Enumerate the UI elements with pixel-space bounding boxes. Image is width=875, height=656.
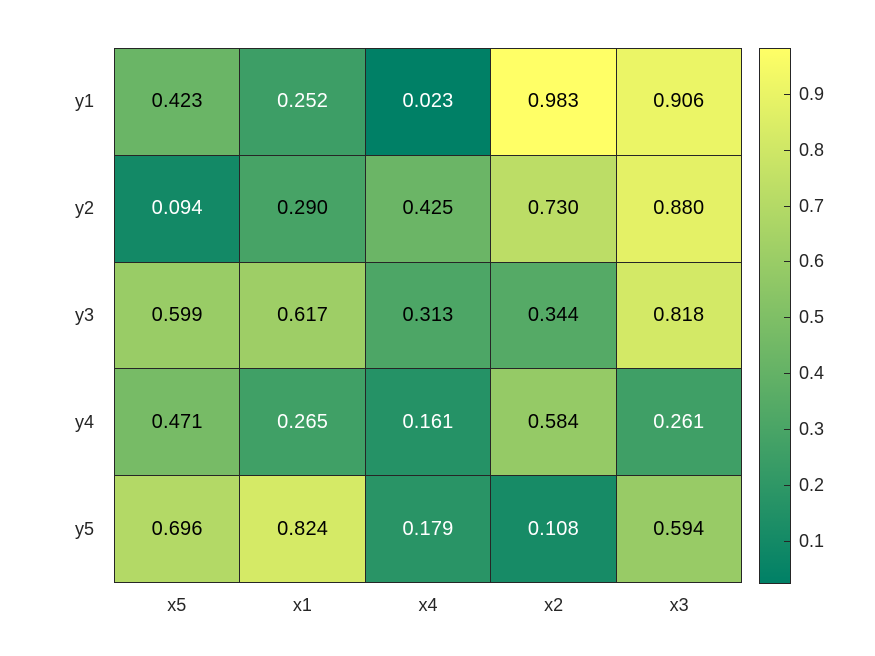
- x-tick-label-x3: x3: [669, 594, 689, 615]
- heatmap-cell-y1-x2: 0.983: [491, 49, 616, 155]
- colorbar-tick-label: 0.4: [799, 363, 825, 383]
- heatmap-cell-y3-x5: 0.599: [115, 262, 240, 369]
- colorbar-tick-mark: [784, 93, 790, 95]
- heatmap-cell-y4-x2: 0.584: [491, 369, 616, 476]
- heatmap-cell-y2-x3: 0.880: [616, 155, 741, 262]
- colorbar-tick-mark: [784, 484, 790, 486]
- colorbar: [759, 48, 791, 584]
- colorbar-tick-label: 0.7: [799, 195, 825, 216]
- colorbar-tick-label: 0.3: [799, 418, 825, 439]
- colorbar-tick-label: 0.1: [799, 530, 825, 551]
- colorbar-tick-label: 0.2: [799, 474, 825, 495]
- heatmap-cell-y2-x5: 0.094: [115, 155, 240, 262]
- heatmap-cell-y3-x4: 0.313: [365, 262, 491, 369]
- colorbar-tick-mark: [784, 428, 790, 430]
- colorbar-tick-label: 0.6: [799, 251, 825, 272]
- heatmap-cell-y4-x4: 0.161: [365, 369, 491, 476]
- x-tick-label-x4: x4: [418, 594, 438, 615]
- colorbar-tick-mark: [784, 149, 790, 151]
- heatmap-cell-y5-x3: 0.594: [616, 476, 741, 582]
- heatmap-cell-y1-x3: 0.906: [616, 49, 741, 155]
- heatmap-grid: 0.423 0.252 0.023 0.983 0.906 0.094 0.290 0.425…: [114, 48, 742, 583]
- heatmap-cell-y3-x2: 0.344: [491, 262, 616, 369]
- colorbar-tick-mark: [784, 540, 790, 542]
- heatmap-cell-y2-x4: 0.425: [365, 155, 491, 262]
- colorbar-tick-label: 0.5: [799, 307, 825, 328]
- heatmap-cell-y5-x2: 0.108: [491, 476, 616, 582]
- colorbar-tick-mark: [784, 261, 790, 263]
- heatmap-cell-y4-x5: 0.471: [115, 369, 240, 476]
- heatmap-cell-y1-x5: 0.423: [115, 49, 240, 155]
- colorbar-tick-label: 0.9: [799, 83, 825, 104]
- heatmap-cell-y1-x1: 0.252: [240, 49, 365, 155]
- heatmap-cell-y5-x1: 0.824: [240, 476, 365, 582]
- heatmap-cell-y5-x4: 0.179: [365, 476, 491, 582]
- colorbar-tick-mark: [784, 317, 790, 319]
- heatmap-cell-y2-x1: 0.290: [240, 155, 365, 262]
- y-tick-label-y4: y4: [74, 412, 94, 432]
- y-tick-label-y2: y2: [74, 198, 94, 218]
- heatmap-cell-y3-x3: 0.818: [616, 262, 741, 369]
- heatmap-cell-y2-x2: 0.730: [491, 155, 616, 262]
- heatmap-cell-y1-x4: 0.023: [365, 49, 491, 155]
- heatmap-cell-y3-x1: 0.617: [240, 262, 365, 369]
- heatmap-cell-y5-x5: 0.696: [115, 476, 240, 582]
- x-tick-label-x1: x1: [292, 594, 312, 615]
- x-tick-label-x2: x2: [544, 594, 564, 615]
- y-tick-label-y1: y1: [74, 91, 94, 111]
- heatmap-cell-y4-x3: 0.261: [616, 369, 741, 476]
- colorbar-tick-mark: [784, 373, 790, 374]
- colorbar-tick-mark: [784, 205, 790, 207]
- x-tick-label-x5: x5: [167, 594, 187, 615]
- colorbar-tick-label: 0.8: [799, 139, 825, 160]
- heatmap-cell-y4-x1: 0.265: [240, 369, 365, 476]
- y-tick-label-y5: y5: [74, 519, 94, 539]
- y-tick-label-y3: y3: [74, 305, 94, 325]
